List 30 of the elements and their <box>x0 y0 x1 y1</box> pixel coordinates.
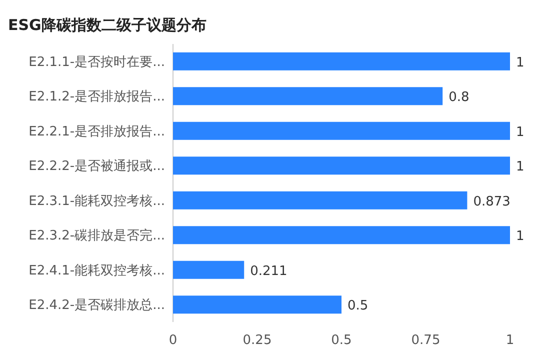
data-label: 0.873 <box>473 194 510 210</box>
x-tick-label: 0.75 <box>411 333 440 348</box>
y-tick-label: E2.2.1-是否排放报告... <box>28 124 165 140</box>
bar <box>173 87 443 106</box>
y-tick-label: E2.1.1-是否按时在要... <box>28 54 165 70</box>
bar <box>173 52 510 70</box>
x-tick-label: 0 <box>168 333 178 348</box>
y-tick-label: E2.3.2-碳排放是否完... <box>28 228 165 244</box>
bar <box>173 226 510 244</box>
data-label: 0.8 <box>448 90 470 106</box>
bar <box>173 260 244 279</box>
bar <box>173 156 510 175</box>
y-tick-label: E2.3.1-能耗双控考核... <box>28 194 165 209</box>
data-label: 1 <box>516 229 524 244</box>
data-label: 0.5 <box>348 298 368 314</box>
y-tick-label: E2.1.2-是否排放报告... <box>28 90 165 105</box>
bar <box>173 122 510 140</box>
bar <box>173 296 342 314</box>
chart-title: ESG降碳指数二级子议题分布 <box>8 16 206 34</box>
data-label: 1 <box>516 160 524 175</box>
x-tick-label: 0.5 <box>331 333 352 348</box>
y-tick-label: E2.4.2-是否碳排放总... <box>28 298 165 314</box>
y-tick-label: E2.2.2-是否被通报或... <box>28 159 165 174</box>
data-label: 1 <box>516 124 524 140</box>
data-label: 0.211 <box>250 264 288 279</box>
bar <box>173 191 468 210</box>
x-tick-label: 0.25 <box>242 333 272 348</box>
y-tick-label: E2.4.1-能耗双控考核... <box>28 263 165 278</box>
data-label: 1 <box>516 55 524 70</box>
x-tick-label: 1 <box>506 333 514 348</box>
